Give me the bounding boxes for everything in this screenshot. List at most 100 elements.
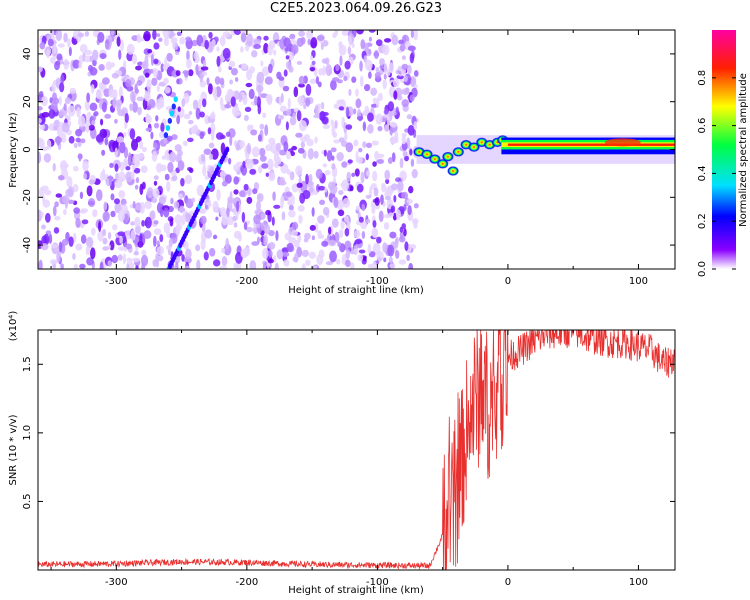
- noise-speckle: [368, 71, 372, 79]
- noise-speckle: [54, 136, 63, 144]
- noise-speckle: [276, 249, 284, 260]
- noise-speckle: [76, 106, 81, 118]
- noise-speckle: [125, 243, 132, 250]
- noise-speckle: [250, 129, 258, 136]
- noise-speckle: [78, 153, 82, 162]
- noise-speckle: [204, 229, 213, 239]
- x-tick-label: -100: [366, 577, 389, 588]
- noise-speckle: [289, 171, 295, 181]
- noise-speckle: [153, 180, 158, 186]
- noise-speckle: [177, 106, 181, 112]
- noise-speckle: [69, 87, 77, 94]
- noise-speckle: [373, 50, 379, 60]
- noise-speckle: [243, 183, 249, 191]
- noise-speckle: [286, 242, 294, 253]
- noise-speckle: [216, 46, 220, 52]
- noise-speckle: [51, 82, 56, 93]
- noise-speckle: [353, 108, 357, 115]
- noise-speckle: [188, 69, 194, 77]
- noise-speckle: [79, 43, 88, 53]
- noise-speckle: [408, 185, 414, 194]
- noise-speckle: [251, 50, 258, 58]
- noise-speckle: [357, 254, 364, 262]
- noise-speckle: [342, 197, 351, 209]
- noise-speckle: [152, 67, 159, 78]
- noise-speckle: [233, 176, 240, 185]
- noise-speckle: [291, 44, 299, 55]
- noise-speckle: [48, 109, 56, 119]
- noise-speckle: [287, 200, 292, 206]
- noise-speckle: [55, 193, 63, 198]
- noise-speckle: [351, 43, 355, 48]
- noise-speckle: [233, 222, 238, 228]
- noise-speckle: [246, 226, 254, 233]
- noise-speckle: [296, 182, 303, 188]
- noise-speckle: [328, 239, 337, 247]
- noise-speckle: [126, 257, 133, 263]
- colorbar-tick-label: 0.6: [697, 118, 708, 134]
- noise-speckle: [402, 151, 408, 157]
- noise-speckle: [320, 42, 324, 51]
- noise-speckle: [310, 55, 314, 61]
- noise-speckle: [354, 168, 360, 177]
- noise-speckle: [44, 212, 51, 223]
- noise-speckle: [339, 55, 343, 66]
- chart-title: C2E5.2023.064.09.26.G23: [269, 1, 443, 16]
- noise-speckle: [323, 149, 327, 157]
- noise-speckle: [210, 129, 215, 141]
- noise-speckle: [49, 97, 53, 104]
- noise-speckle: [275, 230, 279, 242]
- noise-speckle: [59, 82, 65, 93]
- noise-speckle: [367, 112, 374, 122]
- noise-speckle: [285, 121, 289, 131]
- y-tick-label: -40: [22, 237, 33, 253]
- x-tick-label: 100: [629, 577, 648, 588]
- noise-speckle: [398, 259, 407, 265]
- noise-speckle: [330, 79, 337, 91]
- noise-speckle: [162, 30, 170, 39]
- noise-speckle: [152, 30, 157, 40]
- noise-speckle: [387, 101, 395, 112]
- noise-speckle: [360, 171, 365, 184]
- noise-speckle: [367, 124, 374, 134]
- noise-speckle: [179, 36, 186, 45]
- noise-speckle: [185, 38, 193, 50]
- noise-speckle: [188, 110, 193, 116]
- noise-speckle: [72, 59, 80, 69]
- noise-speckle: [156, 102, 160, 108]
- noise-speckle: [284, 232, 292, 241]
- noise-speckle: [183, 113, 191, 120]
- noise-speckle: [116, 36, 121, 47]
- noise-speckle: [319, 110, 326, 122]
- noise-speckle: [324, 170, 331, 176]
- noise-speckle: [43, 233, 50, 246]
- x-tick-label: 0: [505, 577, 511, 588]
- noise-speckle: [398, 39, 404, 45]
- noise-speckle: [107, 260, 113, 267]
- noise-speckle: [73, 165, 79, 172]
- noise-speckle: [163, 77, 169, 85]
- noise-speckle: [54, 201, 59, 208]
- noise-speckle: [113, 198, 121, 205]
- noise-speckle: [393, 90, 398, 100]
- noise-speckle: [341, 179, 350, 192]
- noise-speckle: [144, 72, 150, 78]
- noise-speckle: [263, 35, 269, 41]
- noise-speckle: [225, 237, 229, 250]
- noise-speckle: [375, 67, 380, 73]
- noise-speckle: [175, 70, 181, 77]
- noise-speckle: [67, 105, 76, 117]
- noise-speckle: [127, 152, 132, 164]
- noise-speckle: [144, 216, 152, 229]
- noise-speckle: [343, 75, 348, 82]
- noise-speckle: [295, 165, 303, 176]
- noise-speckle: [73, 207, 81, 214]
- noise-speckle: [383, 222, 390, 230]
- noise-speckle: [72, 184, 79, 193]
- noise-speckle: [80, 234, 87, 244]
- noise-speckle: [333, 103, 340, 109]
- noise-speckle: [238, 233, 242, 242]
- noise-speckle: [80, 138, 86, 144]
- noise-speckle: [105, 61, 113, 71]
- noise-speckle: [153, 220, 159, 225]
